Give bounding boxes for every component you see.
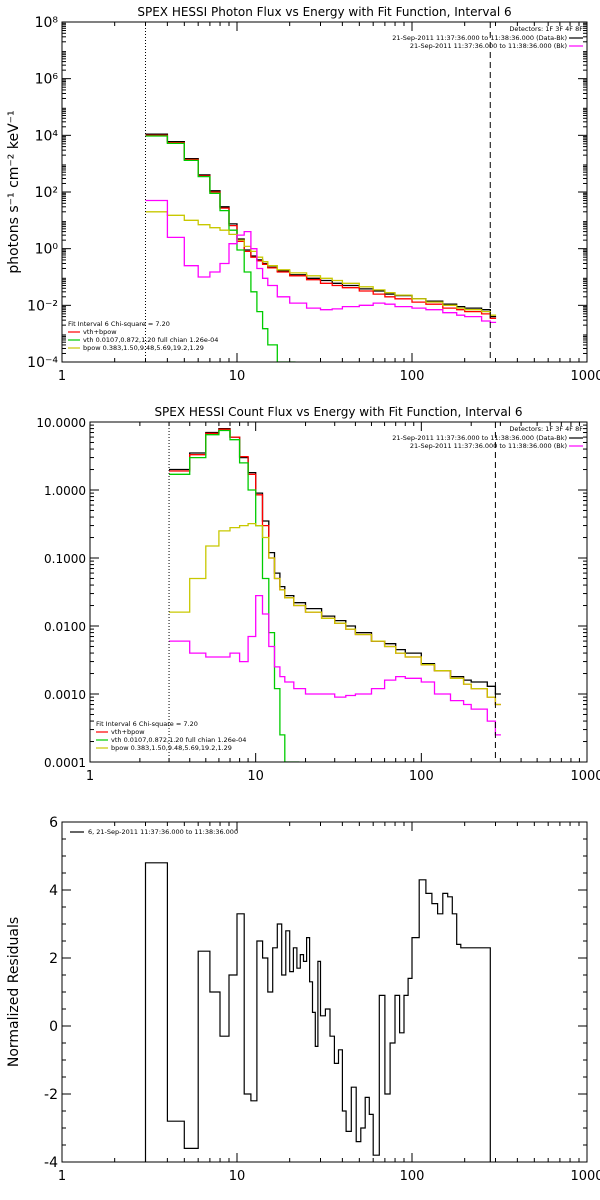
y-tick-label: 10² (35, 185, 58, 201)
plot-frame (61, 21, 588, 363)
y-tick-label: 0.1000 (44, 552, 86, 566)
fit-legend-entry: vth 0.0107,0.872,1.20 full chian 1.26e-0… (83, 336, 218, 344)
y-tick-label: -2 (44, 1087, 58, 1103)
residual-histogram (144, 862, 491, 1162)
x-tick-label: 10 (247, 769, 264, 784)
y-tick-label: 0 (49, 1019, 58, 1035)
plot-frame (89, 421, 588, 763)
y-tick-label: 0.0001 (44, 756, 86, 770)
fit-legend-entry: vth 0.0107,0.872,1.20 full chian 1.26e-0… (111, 736, 246, 744)
series-line-3 (145, 211, 497, 316)
y-tick-label: 1.0000 (44, 484, 86, 498)
x-tick-label: 1000 (570, 1169, 600, 1184)
bk-interval-label: 21-Sep-2011 11:37:36.000 to 11:38:36.000… (410, 42, 567, 50)
data-interval-label: 21-Sep-2011 11:37:36.000 to 11:38:36.000… (392, 434, 567, 442)
plot-area (144, 862, 491, 1162)
series-line-1 (169, 428, 501, 706)
x-tick-label: 100 (400, 1169, 425, 1184)
fit-legend-title: Fit Interval 6 Chi-square = 7.20 (96, 720, 198, 728)
y-tick-label: 6 (49, 815, 58, 831)
y-axis-label: photons s⁻¹ cm⁻² keV⁻¹ (6, 110, 22, 273)
residual-legend-label: 6, 21-Sep-2011 11:37:36.000 to 11:38:36.… (88, 828, 238, 836)
x-tick-label: 1000 (570, 769, 600, 784)
detectors-label: Detectors: 1F 3F 4F 8F (509, 25, 583, 33)
x-tick-label: 10 (229, 1169, 246, 1184)
detectors-label: Detectors: 1F 3F 4F 8F (509, 425, 583, 433)
fit-legend-entry: vth+bpow (111, 728, 145, 736)
y-tick-label: 10⁶ (35, 72, 59, 88)
residuals-panel: 1 10 100 1000 -4 -2 0 2 4 6 Normalized Residuals 6,… (6, 815, 600, 1184)
y-tick-label: 10⁴ (35, 128, 59, 144)
fit-legend-entry: bpow 0.383,1.50,9.48,5.69,19.2,1.29 (83, 344, 204, 352)
x-tick-label: 10 (229, 369, 246, 384)
series-line-3 (169, 522, 501, 706)
photon-flux-panel: 1 10 100 1000 10⁻⁴ 10⁻² 10⁰ 10² 10⁴ 10⁶ 10⁸ SPEX HE… (6, 5, 600, 384)
series-line-0 (169, 427, 501, 695)
fit-legend-entry: vth+bpow (83, 328, 117, 336)
y-tick-label: 10⁻⁴ (27, 355, 58, 371)
x-tick-label: 1 (58, 1169, 66, 1184)
plot-area (145, 133, 497, 362)
series-line-2 (169, 429, 300, 762)
y-tick-label: 4 (49, 883, 58, 899)
x-tick-label: 100 (400, 369, 425, 384)
count-flux-panel: 1 10 100 1000 0.0001 0.0010 0.0100 0.1000 1.0000… (36, 405, 600, 784)
bk-interval-label: 21-Sep-2011 11:37:36.000 to 11:38:36.000… (410, 442, 567, 450)
chart-title: SPEX HESSI Count Flux vs Energy with Fit… (154, 405, 522, 419)
series-line-4 (145, 199, 497, 324)
series-line-4 (169, 594, 501, 736)
x-tick-label: 1 (86, 769, 94, 784)
y-tick-label: 0.0100 (44, 620, 86, 634)
y-tick-label: 2 (49, 951, 58, 967)
chart-title: SPEX HESSI Photon Flux vs Energy with Fi… (137, 5, 511, 19)
x-tick-label: 1000 (570, 369, 600, 384)
y-tick-label: 0.0010 (44, 688, 86, 702)
y-tick-label: -4 (44, 1155, 58, 1171)
fit-legend-entry: bpow 0.383,1.50,9.48,5.69,19.2,1.29 (111, 744, 232, 752)
y-tick-label: 10⁸ (35, 15, 59, 31)
plot-area (169, 427, 501, 762)
y-tick-label: 10.0000 (36, 416, 86, 430)
y-axis-label: Normalized Residuals (6, 917, 22, 1067)
fit-legend-title: Fit Interval 6 Chi-square = 7.20 (68, 320, 170, 328)
y-tick-label: 10⁰ (35, 242, 59, 258)
plot-frame (61, 821, 588, 1163)
x-tick-label: 1 (58, 369, 66, 384)
data-interval-label: 21-Sep-2011 11:37:36.000 to 11:38:36.000… (392, 34, 567, 42)
series-line-2 (145, 135, 296, 362)
x-tick-label: 100 (409, 769, 434, 784)
y-tick-label: 10⁻² (27, 298, 58, 314)
